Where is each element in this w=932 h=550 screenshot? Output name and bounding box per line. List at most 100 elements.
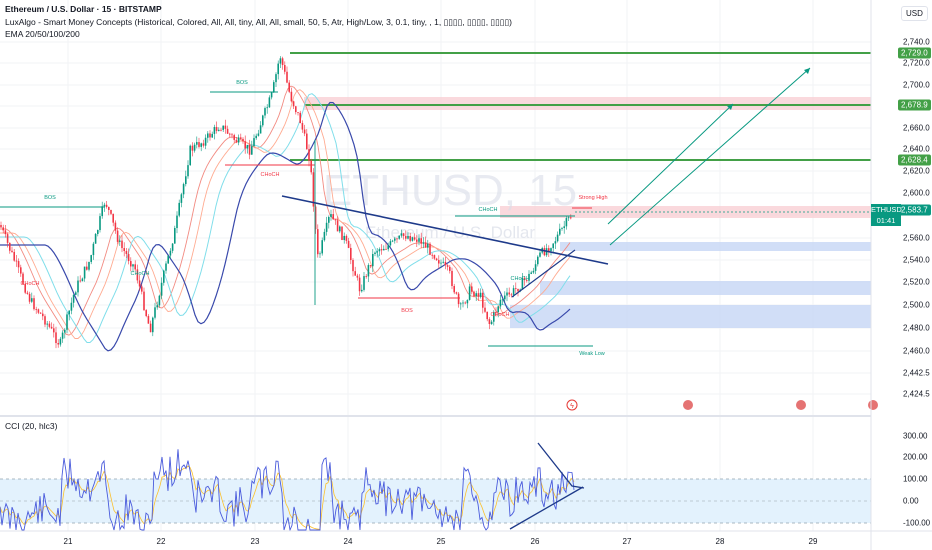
- candle-body: [374, 252, 376, 255]
- price-tick: 2,640.0: [903, 144, 930, 154]
- price-tick: 2,700.0: [903, 80, 930, 90]
- price-scale[interactable]: USD 2,740.0 2,720.0 2,700.0 2,660.0 2,64…: [871, 0, 932, 550]
- candle-body: [229, 133, 231, 135]
- candle-body: [257, 133, 260, 136]
- time-label: 28: [715, 537, 725, 546]
- candle-body: [262, 115, 264, 126]
- candle-body: [460, 303, 462, 305]
- candle-body: [275, 74, 277, 83]
- candle-body: [462, 302, 464, 304]
- candle-body: [537, 256, 539, 265]
- symbol-badge-name: ETHUSD: [871, 205, 902, 214]
- cci-tick: 300.00: [903, 431, 928, 441]
- candle-body: [398, 235, 400, 239]
- time-label: 26: [530, 537, 540, 546]
- candle-body: [517, 288, 519, 292]
- candle-body: [147, 316, 150, 324]
- candle-body: [330, 214, 332, 217]
- candle-body: [427, 243, 429, 248]
- trendline-ascending[interactable]: [511, 249, 576, 298]
- candle-body: [11, 250, 13, 252]
- candle-body: [44, 316, 46, 325]
- candle-body: [528, 273, 530, 281]
- projection-arrow-2[interactable]: [609, 67, 811, 246]
- candle-body: [156, 305, 158, 308]
- candle-body: [372, 254, 374, 267]
- us-flag-icon[interactable]: [683, 400, 693, 410]
- candle-body: [290, 91, 293, 102]
- candle-body: [55, 332, 57, 344]
- structure-label: BOS: [236, 80, 248, 86]
- cci-lines: [0, 449, 575, 532]
- price-tick: 2,480.0: [903, 323, 930, 333]
- candle-body: [13, 251, 15, 261]
- candle-body: [336, 220, 339, 232]
- us-flag-icon[interactable]: [796, 400, 806, 410]
- trendline-descending[interactable]: [281, 195, 609, 265]
- candle-body: [266, 107, 268, 109]
- indicator-ema-legend[interactable]: EMA 20/50/100/200: [5, 29, 80, 39]
- price-tick: 2,500.0: [903, 300, 930, 310]
- candle-body: [416, 239, 418, 242]
- symbol-countdown-badge: ETHUSD 01:41: [871, 204, 902, 226]
- candle-body: [391, 240, 394, 242]
- candle-body: [2, 227, 4, 231]
- candle-body: [420, 238, 422, 244]
- price-badge-2729: 2,729.0: [898, 47, 931, 59]
- candle-body: [317, 229, 319, 255]
- indicator-smc-legend[interactable]: LuxAlgo - Smart Money Concepts (Historic…: [5, 17, 512, 27]
- candle-body: [112, 213, 114, 223]
- candle-body: [244, 141, 246, 149]
- structure-label: Strong High: [578, 195, 607, 201]
- candle-body: [255, 135, 257, 139]
- candle-body: [24, 283, 26, 293]
- projection-arrow-1[interactable]: [607, 103, 734, 225]
- candle-body: [103, 204, 106, 207]
- chart-title[interactable]: Ethereum / U.S. Dollar · 15 · BITSTAMP: [5, 4, 162, 14]
- candle-body: [343, 235, 345, 240]
- candle-body: [385, 248, 387, 250]
- candle-body: [308, 149, 310, 161]
- candle-body: [310, 160, 312, 173]
- candle-body: [35, 309, 37, 310]
- candle-body: [288, 82, 290, 92]
- candle-body: [523, 277, 526, 281]
- candle-body: [204, 137, 207, 146]
- candle-body: [37, 309, 40, 313]
- candle-body: [246, 144, 249, 149]
- event-icon-flash[interactable]: [566, 399, 578, 411]
- candle-body: [0, 225, 2, 228]
- candle-body: [548, 248, 550, 252]
- candle-body: [339, 226, 341, 232]
- candle-body: [50, 326, 53, 329]
- structure-label: CHoCH: [491, 312, 510, 318]
- candle-body: [132, 264, 134, 267]
- candle-body: [222, 125, 224, 130]
- candle-body: [141, 286, 143, 292]
- cci-trendline-up[interactable]: [509, 486, 584, 530]
- supply-zone-top: [304, 97, 871, 110]
- candle-body: [253, 138, 255, 147]
- candle-body: [440, 262, 442, 264]
- cci-triangle[interactable]: [537, 442, 585, 489]
- cci-tick: 200.00: [903, 452, 928, 462]
- candle-body: [108, 206, 110, 210]
- candle-body: [559, 228, 561, 235]
- candle-body: [182, 184, 185, 195]
- candle-body: [376, 251, 378, 253]
- cci-legend[interactable]: CCI (20, hlc3): [5, 421, 58, 431]
- price-tick: 2,540.0: [903, 255, 930, 265]
- candle-body: [240, 137, 242, 139]
- candle-body: [471, 286, 473, 292]
- candle-body: [75, 292, 77, 295]
- candle-body: [92, 243, 95, 256]
- candle-body: [433, 255, 436, 259]
- candle-body: [231, 134, 233, 136]
- candle-body: [70, 302, 73, 311]
- currency-button[interactable]: USD: [901, 6, 928, 21]
- candle-body: [490, 321, 493, 324]
- candle-body: [180, 194, 183, 203]
- ema-lines: [0, 85, 571, 352]
